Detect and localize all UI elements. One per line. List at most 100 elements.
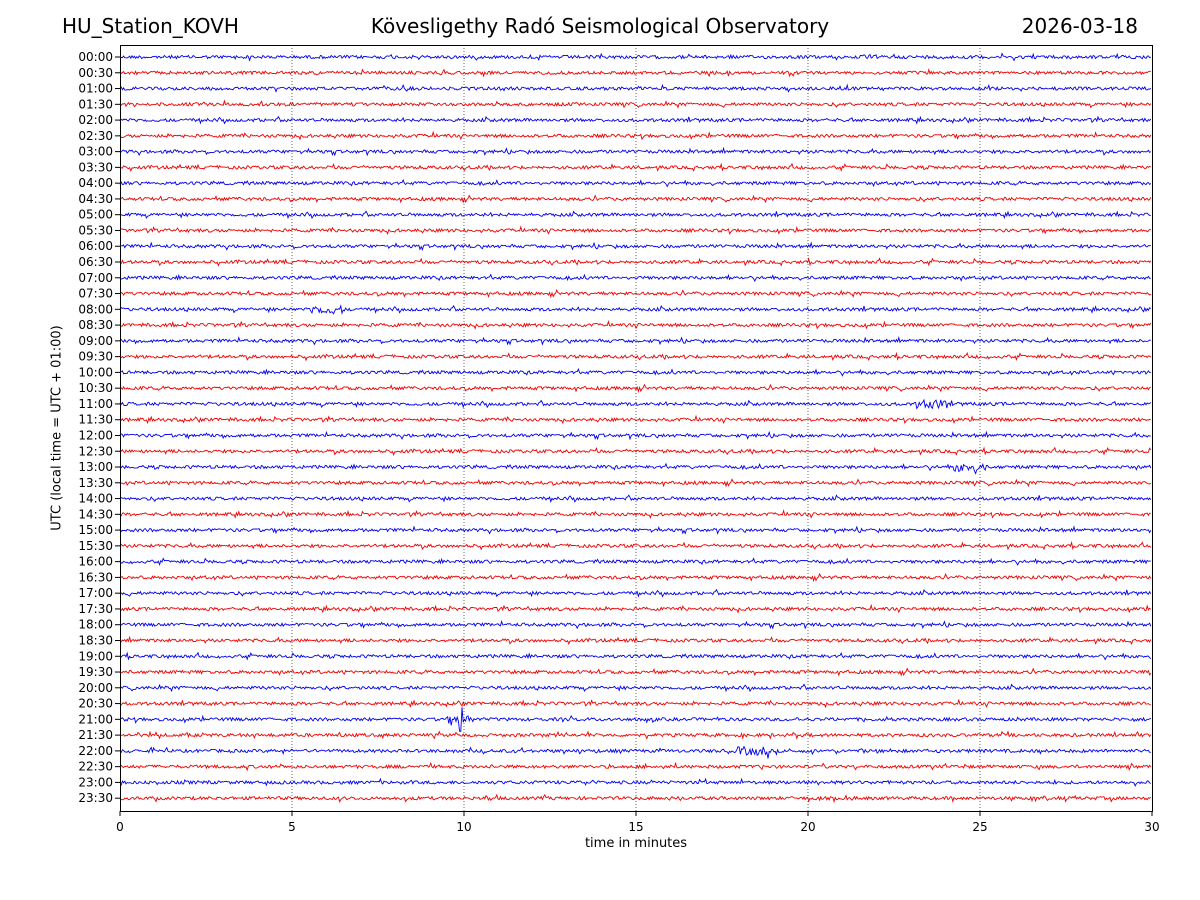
trace-0400: [119, 178, 1152, 188]
y-tick-label: 13:30: [78, 476, 113, 490]
trace-1130: [119, 414, 1152, 425]
trace-1900: [119, 651, 1152, 661]
trace-1000: [119, 368, 1151, 377]
trace-0000: [119, 52, 1151, 62]
trace-2230: [119, 761, 1152, 772]
station-name: HU_Station_KOVH: [62, 14, 239, 38]
y-tick-label: 22:30: [78, 760, 113, 774]
y-tick-label: 07:00: [78, 271, 113, 285]
y-tick-label: 10:00: [78, 365, 113, 379]
trace-0930: [119, 351, 1152, 362]
y-tick-label: 05:00: [78, 208, 113, 222]
y-tick-label: 17:00: [78, 586, 113, 600]
trace-0330: [119, 162, 1151, 173]
y-tick-label: 15:00: [78, 523, 113, 537]
x-tick-label: 10: [456, 820, 471, 834]
chart-title: Kövesligethy Radó Seismological Observat…: [370, 14, 830, 38]
trace-0630: [119, 257, 1152, 267]
y-tick-label: 01:00: [78, 82, 113, 96]
trace-2030: [120, 698, 1151, 709]
y-tick-label: 02:30: [78, 129, 113, 143]
trace-1430: [119, 509, 1151, 519]
y-tick-label: 21:00: [78, 712, 113, 726]
y-tick-label: 08:30: [78, 318, 113, 332]
trace-2200: [119, 745, 1151, 759]
y-tick-label: 00:30: [78, 66, 113, 80]
trace-0300: [120, 146, 1152, 157]
y-tick-label: 13:00: [78, 460, 113, 474]
trace-0700: [119, 273, 1151, 282]
y-tick-label: 05:30: [78, 223, 113, 237]
trace-1530: [119, 540, 1152, 551]
y-tick-label: 08:00: [78, 302, 113, 316]
x-tick-label: 5: [288, 820, 296, 834]
y-axis-label: UTC (local time = UTC + 01:00): [49, 325, 65, 531]
y-tick-label: 06:30: [78, 255, 113, 269]
y-tick-label: 01:30: [78, 97, 113, 111]
y-tick-label: 19:00: [78, 649, 113, 663]
y-tick-label: 21:30: [78, 728, 113, 742]
y-tick-label: 09:00: [78, 334, 113, 348]
y-tick-label: 14:00: [78, 492, 113, 506]
y-tick-label: 07:30: [78, 287, 113, 301]
x-axis-ticks: 0 5 10 15 20 25 30: [116, 811, 1160, 834]
y-tick-label: 11:30: [78, 413, 113, 427]
trace-1600: [119, 557, 1151, 567]
trace-2330: [119, 793, 1152, 804]
trace-group: [119, 52, 1152, 804]
trace-1830: [119, 635, 1152, 646]
x-tick-label: 20: [800, 820, 815, 834]
y-tick-label: 23:30: [78, 791, 113, 805]
trace-2300: [119, 777, 1151, 787]
trace-2000: [119, 683, 1152, 693]
trace-0900: [119, 336, 1151, 346]
trace-0100: [119, 83, 1152, 93]
trace-2130: [119, 730, 1152, 740]
trace-1300: [119, 462, 1152, 475]
trace-0530: [119, 225, 1151, 236]
trace-0800: [119, 304, 1152, 315]
trace-0500: [119, 210, 1151, 220]
trace-1700: [120, 588, 1152, 598]
trace-1500: [119, 525, 1152, 535]
y-tick-label: 00:00: [78, 50, 113, 64]
y-tick-label: 17:30: [78, 602, 113, 616]
y-tick-label: 04:30: [78, 192, 113, 206]
trace-1400: [119, 494, 1152, 504]
y-tick-label: 12:00: [78, 428, 113, 442]
grid-lines: [291, 45, 981, 811]
y-tick-label: 18:30: [78, 633, 113, 647]
trace-0730: [119, 288, 1152, 299]
x-axis-label: time in minutes: [584, 836, 688, 851]
y-tick-label: 14:30: [78, 507, 113, 521]
trace-0200: [119, 115, 1152, 125]
trace-0030: [119, 68, 1151, 78]
trace-1800: [119, 619, 1152, 630]
trace-1330: [119, 478, 1152, 488]
trace-0430: [119, 194, 1152, 204]
y-tick-label: 06:00: [78, 239, 113, 253]
y-tick-label: 19:30: [78, 665, 113, 679]
trace-0130: [119, 99, 1152, 109]
x-tick-label: 0: [116, 820, 124, 834]
trace-1930: [119, 667, 1152, 677]
plot-frame: [120, 45, 1153, 812]
trace-0230: [119, 130, 1152, 141]
trace-1100: [119, 398, 1152, 410]
y-tick-label: 03:30: [78, 160, 113, 174]
y-tick-label: 11:00: [78, 397, 113, 411]
y-tick-label: 15:30: [78, 539, 113, 553]
x-tick-label: 15: [628, 820, 643, 834]
trace-1630: [119, 572, 1152, 583]
y-tick-label: 16:00: [78, 555, 113, 569]
trace-0830: [119, 319, 1152, 330]
y-tick-label: 04:00: [78, 176, 113, 190]
y-tick-label: 16:30: [78, 570, 113, 584]
trace-1230: [119, 446, 1152, 456]
y-tick-label: 18:00: [78, 618, 113, 632]
trace-1730: [119, 603, 1152, 614]
x-tick-label: 30: [1144, 820, 1159, 834]
